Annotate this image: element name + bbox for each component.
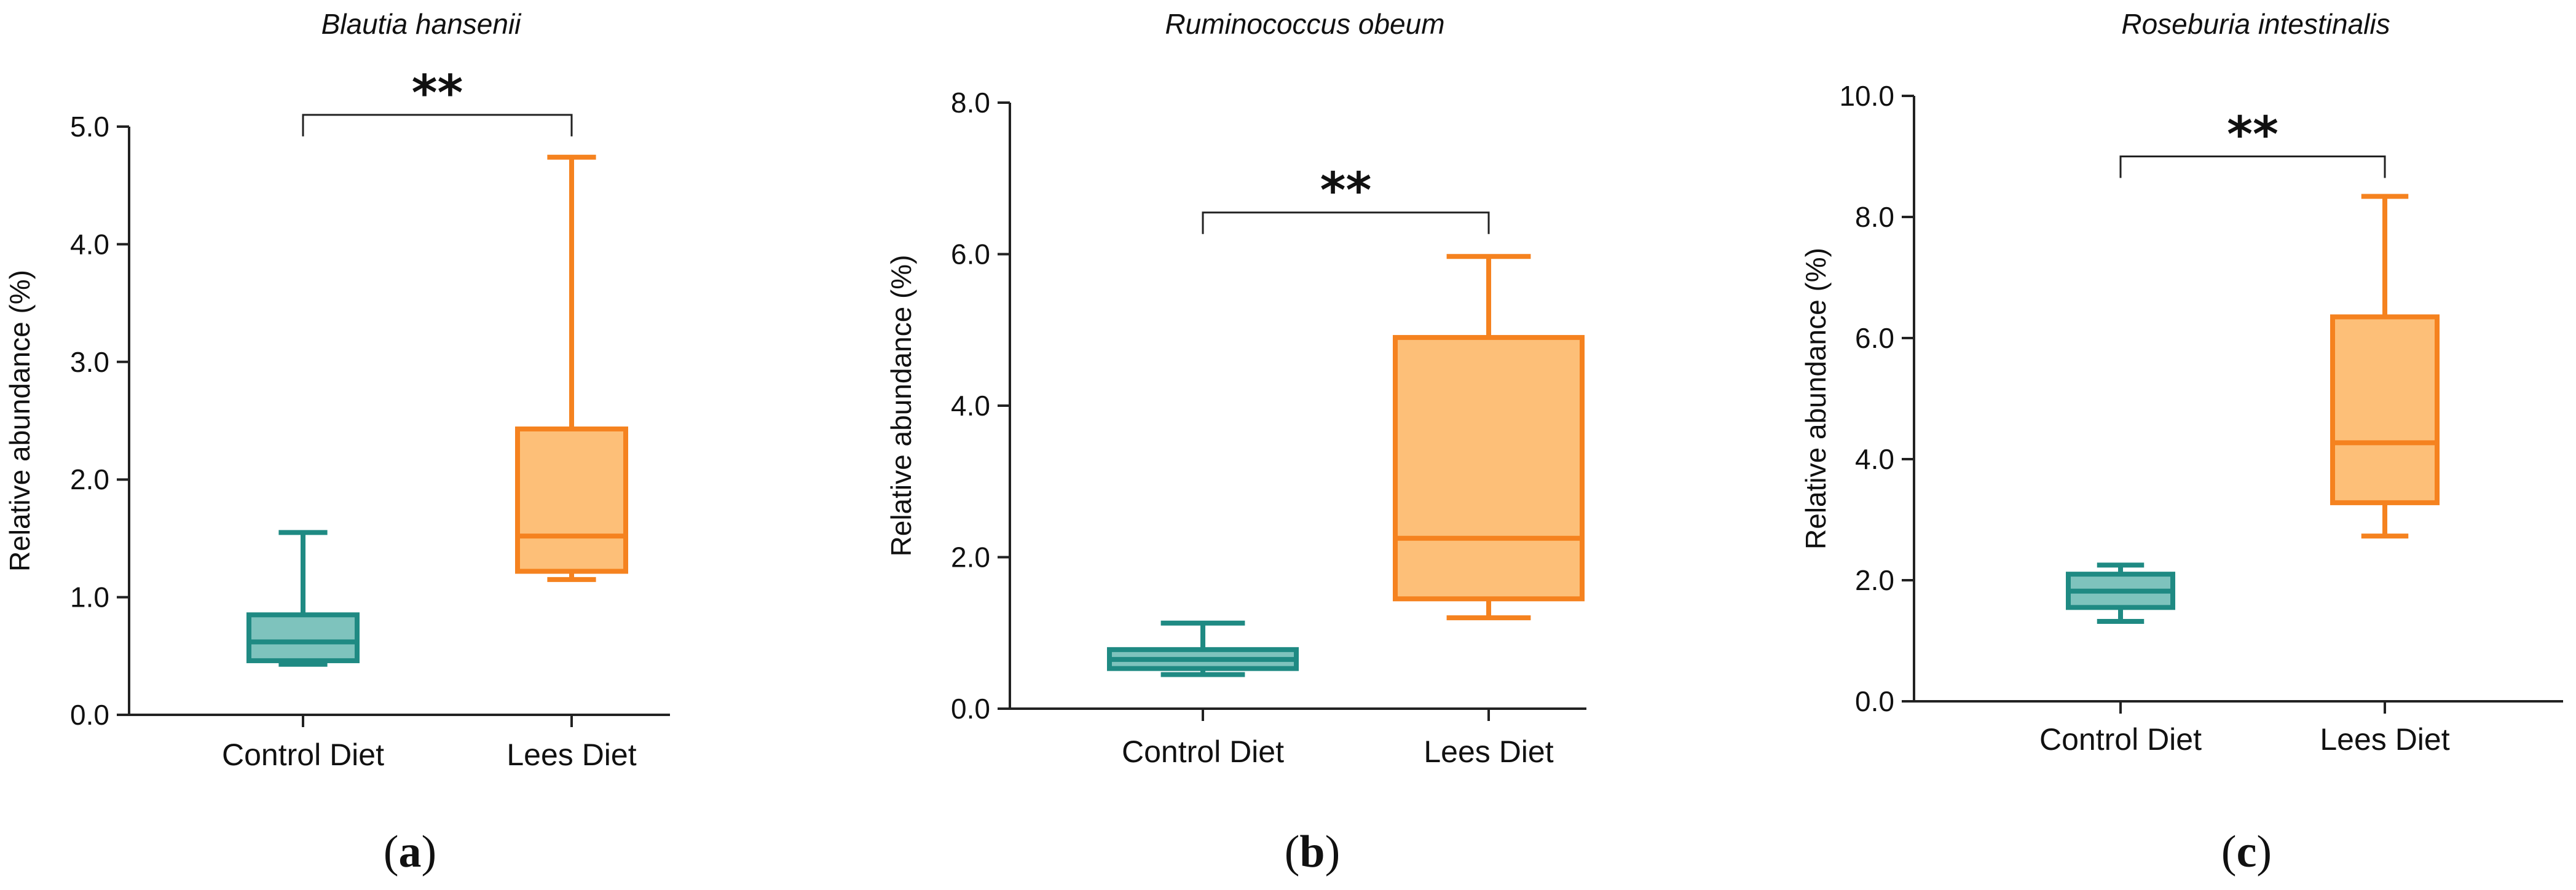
panel-b-box-control [1107, 620, 1299, 677]
panel-a-y-axis-title: Relative abundance (%) [4, 270, 36, 572]
panel-c-category-label: Control Diet [2039, 722, 2202, 757]
panel-a-y-tick-label: 2.0 [70, 463, 109, 495]
panel-a-significance-label: ** [412, 65, 463, 122]
panel-b-panel-label: (b) [1285, 827, 1340, 877]
panel-a-y-tick-label: 3.0 [70, 346, 109, 378]
panel-a-y-tick-label: 1.0 [70, 581, 109, 613]
panel-a-box-control [246, 530, 360, 667]
panel-c-y-axis-title: Relative abundance (%) [1800, 248, 1832, 549]
panel-b-category-label: Control Diet [1122, 734, 1284, 769]
panel-b-significance-label: ** [1320, 162, 1372, 219]
panel-a-panel-label: (a) [384, 827, 436, 877]
panel-b-y-tick-label: 0.0 [951, 693, 990, 725]
panel-c-y-tick-label: 8.0 [1855, 201, 1894, 233]
panel-b-y-axis-title: Relative abundance (%) [885, 255, 917, 557]
panel-b-title: Ruminococcus obeum [1165, 8, 1444, 40]
panel-b-category-label: Lees Diet [1424, 734, 1553, 769]
panel-b-y-tick-label: 8.0 [951, 87, 990, 119]
panel-c-title: Roseburia intestinalis [2121, 8, 2390, 40]
panel-c-y-tick-label: 4.0 [1855, 443, 1894, 475]
panel-b-y-tick-label: 6.0 [951, 238, 990, 270]
panel-c-y-tick-label: 0.0 [1855, 685, 1894, 717]
panel-a-category-label: Lees Diet [506, 738, 636, 772]
panel-c-y-tick-label: 2.0 [1855, 564, 1894, 596]
panel-c-box-lees [2330, 194, 2440, 539]
panel-a-y-tick-label: 0.0 [70, 699, 109, 731]
panel-a-y-tick-label: 4.0 [70, 228, 109, 260]
panel-c-y-tick-label: 10.0 [1839, 80, 1894, 112]
panel-a-box-lees-iqr-box [515, 426, 628, 574]
panel-a-chart: Blautia hansenii 0.0 1.0 2.0 3.0 4.0 5.0 Relati… [4, 8, 670, 877]
panel-c-box-lees-iqr-box [2330, 314, 2440, 505]
panel-a-significance-bracket [302, 114, 573, 136]
panel-c-significance-bracket [2119, 156, 2386, 178]
panel-a-category-label: Control Diet [222, 738, 384, 772]
panel-b-significance-bracket [1202, 211, 1490, 234]
panel-a-y-tick-label: 5.0 [70, 111, 109, 143]
panel-b-chart: Ruminococcus obeum 0.0 2.0 4.0 6.0 8.0 Relativ… [885, 8, 1586, 877]
panel-c-significance-label: ** [2227, 106, 2279, 163]
panel-c-panel-label: (c) [2221, 827, 2272, 877]
panel-a-box-lees [515, 154, 628, 582]
panel-a-title: Blautia hansenii [321, 8, 522, 40]
panel-a-box-control-iqr-box [246, 612, 360, 663]
panel-c-box-control [2066, 562, 2175, 624]
panel-c-y-tick-label: 6.0 [1855, 322, 1894, 354]
panel-b-box-lees [1393, 254, 1585, 621]
panel-b-y-tick-label: 4.0 [951, 390, 990, 422]
panel-b-y-tick-label: 2.0 [951, 541, 990, 573]
panel-c-chart: Roseburia intestinalis 0.0 2.0 4.0 6.0 8.0 10.… [1800, 8, 2563, 877]
panel-c-category-label: Lees Diet [2320, 722, 2449, 757]
panel-b-box-lees-iqr-box [1393, 335, 1585, 602]
